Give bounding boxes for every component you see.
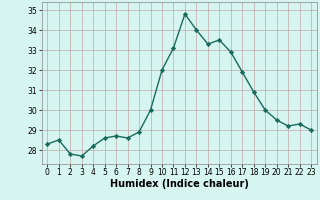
X-axis label: Humidex (Indice chaleur): Humidex (Indice chaleur) — [110, 179, 249, 189]
